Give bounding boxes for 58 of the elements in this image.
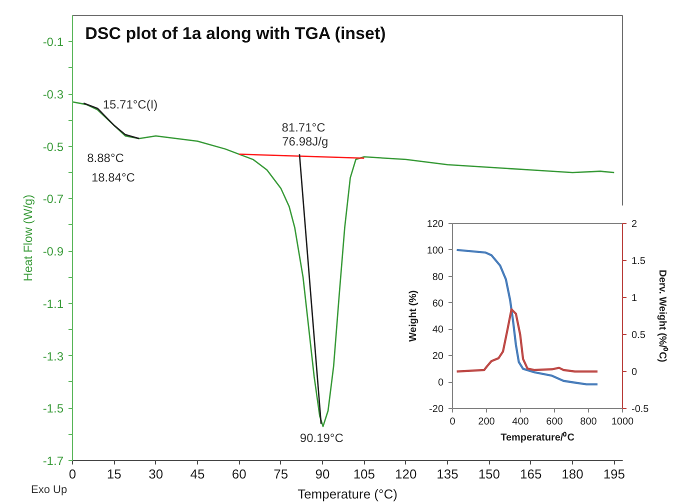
x-axis-title: Temperature/⁰C — [500, 432, 574, 444]
y-tick-label: 120 — [426, 219, 444, 230]
annotation: 81.71°C — [282, 120, 326, 135]
x-tick-label: 200 — [478, 416, 496, 428]
y-tick-label: 100 — [426, 245, 444, 256]
y2-tick-label: 0.5 — [632, 330, 646, 341]
x-tick-label: 45 — [190, 466, 205, 482]
x-tick-label: 400 — [512, 416, 530, 428]
y2-axis-title: Derv. Weight (%/⁰C) — [656, 270, 669, 362]
text: Exo Up — [31, 483, 68, 498]
x-tick-label: 150 — [478, 466, 500, 482]
x-tick-label: 120 — [394, 466, 417, 482]
x-tick-label: 195 — [603, 466, 626, 482]
x-tick-label: 75 — [274, 466, 288, 482]
y-tick-label: -20 — [429, 404, 444, 415]
text: DSC plot of 1a along with TGA (inset) — [85, 24, 386, 43]
x-tick-label: 90 — [315, 466, 330, 482]
y-tick-label: -1.7 — [42, 454, 64, 468]
x-axis-title: Temperature (°C) — [298, 486, 398, 502]
x-tick-label: 180 — [562, 466, 584, 482]
y-tick-label: -0.7 — [42, 192, 64, 206]
x-tick-label: 30 — [148, 466, 164, 482]
x-tick-label: 0 — [450, 416, 456, 428]
y-tick-label: -1.3 — [42, 349, 64, 364]
x-tick-label: 1000 — [611, 416, 634, 428]
x-tick-label: 0 — [68, 466, 76, 482]
y-tick-label: 40 — [432, 324, 444, 336]
y-tick-label: 80 — [432, 272, 444, 283]
x-tick-label: 600 — [546, 416, 564, 428]
line-series — [456, 308, 599, 373]
y-tick-label: -1.1 — [42, 296, 64, 311]
y-tick-label: 0 — [438, 378, 444, 389]
annotation: 18.84°C — [91, 170, 136, 184]
y2-tick-label: -0.5 — [632, 404, 650, 415]
x-tick-label: 15 — [106, 466, 122, 482]
y-tick-label: 60 — [432, 298, 444, 310]
y-axis-title: Weight (%) — [408, 290, 419, 342]
y-tick-label: -0.1 — [42, 35, 64, 50]
y-tick-label: -0.5 — [42, 140, 64, 154]
y2-tick-label: 2 — [632, 219, 638, 230]
y-tick-label: 20 — [432, 351, 444, 362]
x-tick-label: 800 — [580, 416, 598, 428]
x-tick-label: 165 — [520, 466, 542, 482]
annotation: 90.19°C — [300, 430, 344, 445]
line-series — [456, 248, 599, 386]
x-tick-label: 135 — [436, 466, 458, 482]
y2-tick-label: 1.5 — [632, 256, 646, 267]
y2-tick-label: 1 — [632, 293, 638, 304]
x-tick-label: 60 — [232, 466, 246, 482]
y-tick-label: -0.9 — [42, 244, 64, 259]
annotation: 8.88°C — [87, 150, 124, 165]
annotation: 76.98J/g — [282, 134, 328, 148]
y-tick-label: -0.3 — [42, 88, 64, 102]
annotation: 15.71°C(I) — [102, 98, 158, 112]
y-axis-title: Heat Flow (W/g) — [20, 194, 35, 282]
x-tick-label: 105 — [353, 466, 376, 482]
y2-tick-label: 0 — [632, 367, 638, 378]
y-tick-label: -1.5 — [42, 402, 64, 416]
